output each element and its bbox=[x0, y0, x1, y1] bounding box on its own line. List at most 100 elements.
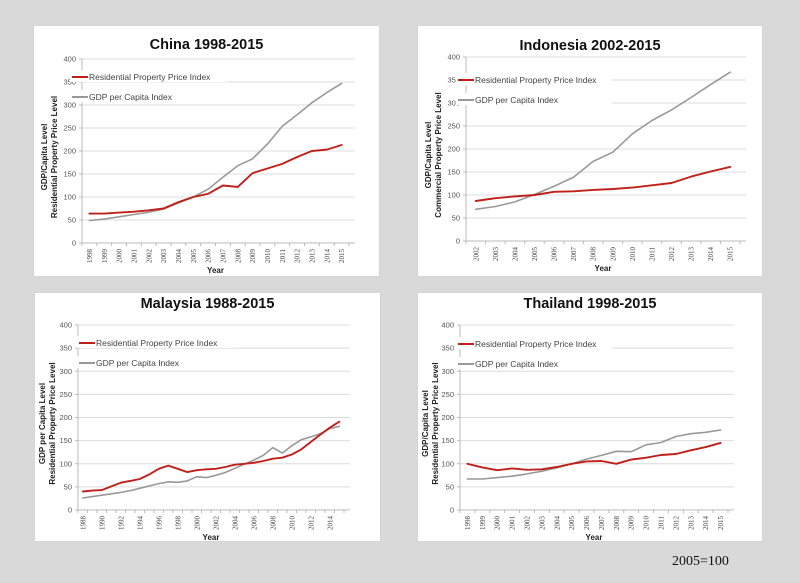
legend-background bbox=[77, 336, 233, 348]
legend-background bbox=[70, 70, 226, 82]
x-tick-label: 2004 bbox=[175, 249, 183, 264]
y-tick-label: 300 bbox=[447, 99, 460, 108]
y-tick-label: 150 bbox=[447, 168, 460, 177]
x-tick-label: 1998 bbox=[86, 249, 94, 264]
y-tick-label: 0 bbox=[450, 506, 454, 515]
x-tick-label: 2013 bbox=[308, 249, 316, 264]
y-tick-label: 150 bbox=[63, 170, 76, 179]
chart-thailand: Thailand 1998-2015 0 50 100 150 200 250 300 350 4… bbox=[421, 296, 734, 542]
y-axis-title-line2: Residential Property Price Level bbox=[431, 362, 440, 484]
series-line-residential bbox=[466, 441, 722, 472]
x-tick-label: 2012 bbox=[668, 247, 676, 262]
x-tick-label: 2012 bbox=[294, 249, 302, 264]
x-tick-label: 1996 bbox=[155, 516, 163, 531]
x-tick-label: 2009 bbox=[628, 516, 636, 531]
x-tick-label: 1988 bbox=[79, 516, 87, 531]
chart-title: China 1998-2015 bbox=[150, 37, 264, 53]
y-tick-label: 250 bbox=[63, 124, 76, 133]
x-tick-label: 2015 bbox=[727, 247, 735, 262]
x-tick-label: 2006 bbox=[205, 249, 213, 264]
legend-background bbox=[456, 357, 612, 369]
y-tick-label: 350 bbox=[447, 76, 460, 85]
y-axis-title-line1: GDP/Capita Level bbox=[421, 390, 430, 457]
y-tick-label: 150 bbox=[59, 436, 72, 445]
y-tick-label: 0 bbox=[68, 506, 72, 515]
y-tick-label: 250 bbox=[59, 390, 72, 399]
x-tick-label: 2012 bbox=[307, 516, 315, 531]
y-tick-label: 200 bbox=[59, 413, 72, 422]
x-tick-label: 2005 bbox=[190, 249, 198, 264]
chart-malaysia: Malaysia 1988-2015 0 50 100 150 200 250 300 350 4… bbox=[38, 296, 350, 542]
y-tick-label: 50 bbox=[452, 214, 460, 223]
x-tick-label: 2002 bbox=[524, 516, 532, 531]
x-tick-label: 2002 bbox=[212, 516, 220, 531]
series-line-residential bbox=[88, 144, 343, 215]
y-tick-label: 100 bbox=[447, 191, 460, 200]
x-tick-label: 1999 bbox=[101, 249, 109, 264]
legend-label: GDP per Capita Index bbox=[89, 92, 173, 102]
legend-label: Residential Property Price Index bbox=[89, 72, 211, 82]
x-tick-label: 2001 bbox=[130, 249, 138, 264]
y-axis-title-line2: Residential Property Price Level bbox=[50, 96, 59, 218]
x-axis-title: Year bbox=[203, 533, 220, 542]
chart-title: Thailand 1998-2015 bbox=[524, 296, 657, 312]
x-tick-label: 2008 bbox=[269, 516, 277, 531]
legend-label: Residential Property Price Index bbox=[475, 75, 597, 85]
y-axis-title-line1: GDP/Capita Level bbox=[424, 122, 433, 189]
y-tick-label: 100 bbox=[63, 193, 76, 202]
chart-panel-indonesia: Indonesia 2002-2015 0 50 100 150 200 250 300 350… bbox=[418, 26, 762, 276]
series-line-gdp bbox=[466, 429, 722, 480]
y-tick-label: 400 bbox=[59, 321, 72, 330]
x-tick-label: 2005 bbox=[531, 247, 539, 262]
x-axis-title: Year bbox=[207, 266, 224, 275]
x-tick-label: 2005 bbox=[568, 516, 576, 531]
y-tick-label: 50 bbox=[64, 482, 72, 491]
y-tick-label: 400 bbox=[447, 53, 460, 62]
x-tick-label: 2015 bbox=[717, 516, 725, 531]
x-tick-label: 2008 bbox=[613, 516, 621, 531]
y-tick-label: 150 bbox=[441, 436, 454, 445]
x-tick-label: 2003 bbox=[538, 516, 546, 531]
x-tick-label: 2014 bbox=[323, 249, 331, 264]
series-line-residential bbox=[81, 420, 341, 493]
legend-label: GDP per Capita Index bbox=[96, 358, 180, 368]
x-tick-label: 2003 bbox=[160, 249, 168, 264]
y-tick-label: 250 bbox=[441, 390, 454, 399]
y-tick-label: 350 bbox=[441, 344, 454, 353]
x-tick-label: 1994 bbox=[136, 516, 144, 531]
x-tick-label: 2000 bbox=[494, 516, 502, 531]
x-tick-label: 2009 bbox=[249, 249, 257, 264]
chart-panel-china: China 1998-2015 0 50 100 150 200 250 300 350 400 1… bbox=[34, 26, 379, 276]
x-tick-label: 2004 bbox=[231, 516, 239, 531]
x-tick-label: 2014 bbox=[702, 516, 710, 531]
x-tick-label: 2011 bbox=[279, 249, 287, 263]
x-tick-label: 2015 bbox=[338, 249, 346, 264]
x-tick-label: 2000 bbox=[116, 249, 124, 264]
x-tick-label: 2002 bbox=[145, 249, 153, 264]
x-tick-label: 2010 bbox=[629, 247, 637, 262]
x-tick-label: 2008 bbox=[234, 249, 242, 264]
legend-background bbox=[77, 356, 233, 368]
y-tick-label: 200 bbox=[441, 413, 454, 422]
legend-label: Residential Property Price Index bbox=[96, 338, 218, 348]
legend-label: GDP per Capita Index bbox=[475, 95, 559, 105]
base-year-note: 2005=100 bbox=[672, 554, 729, 569]
y-tick-label: 300 bbox=[441, 367, 454, 376]
x-tick-label: 2003 bbox=[492, 247, 500, 262]
y-tick-label: 200 bbox=[447, 145, 460, 154]
y-tick-label: 100 bbox=[441, 459, 454, 468]
y-tick-label: 250 bbox=[447, 122, 460, 131]
legend-label: GDP per Capita Index bbox=[475, 359, 559, 369]
y-tick-label: 200 bbox=[63, 147, 76, 156]
x-tick-label: 2006 bbox=[250, 516, 258, 531]
y-tick-label: 300 bbox=[59, 367, 72, 376]
x-tick-label: 2009 bbox=[609, 247, 617, 262]
x-tick-label: 2014 bbox=[326, 516, 334, 531]
x-tick-label: 2007 bbox=[219, 249, 227, 264]
legend-background bbox=[70, 90, 226, 102]
x-tick-label: 1998 bbox=[174, 516, 182, 531]
legend-background bbox=[456, 93, 612, 105]
x-tick-label: 2004 bbox=[511, 247, 519, 262]
x-axis-title: Year bbox=[595, 264, 612, 273]
chart-indonesia: Indonesia 2002-2015 0 50 100 150 200 250 300 350… bbox=[424, 38, 746, 273]
